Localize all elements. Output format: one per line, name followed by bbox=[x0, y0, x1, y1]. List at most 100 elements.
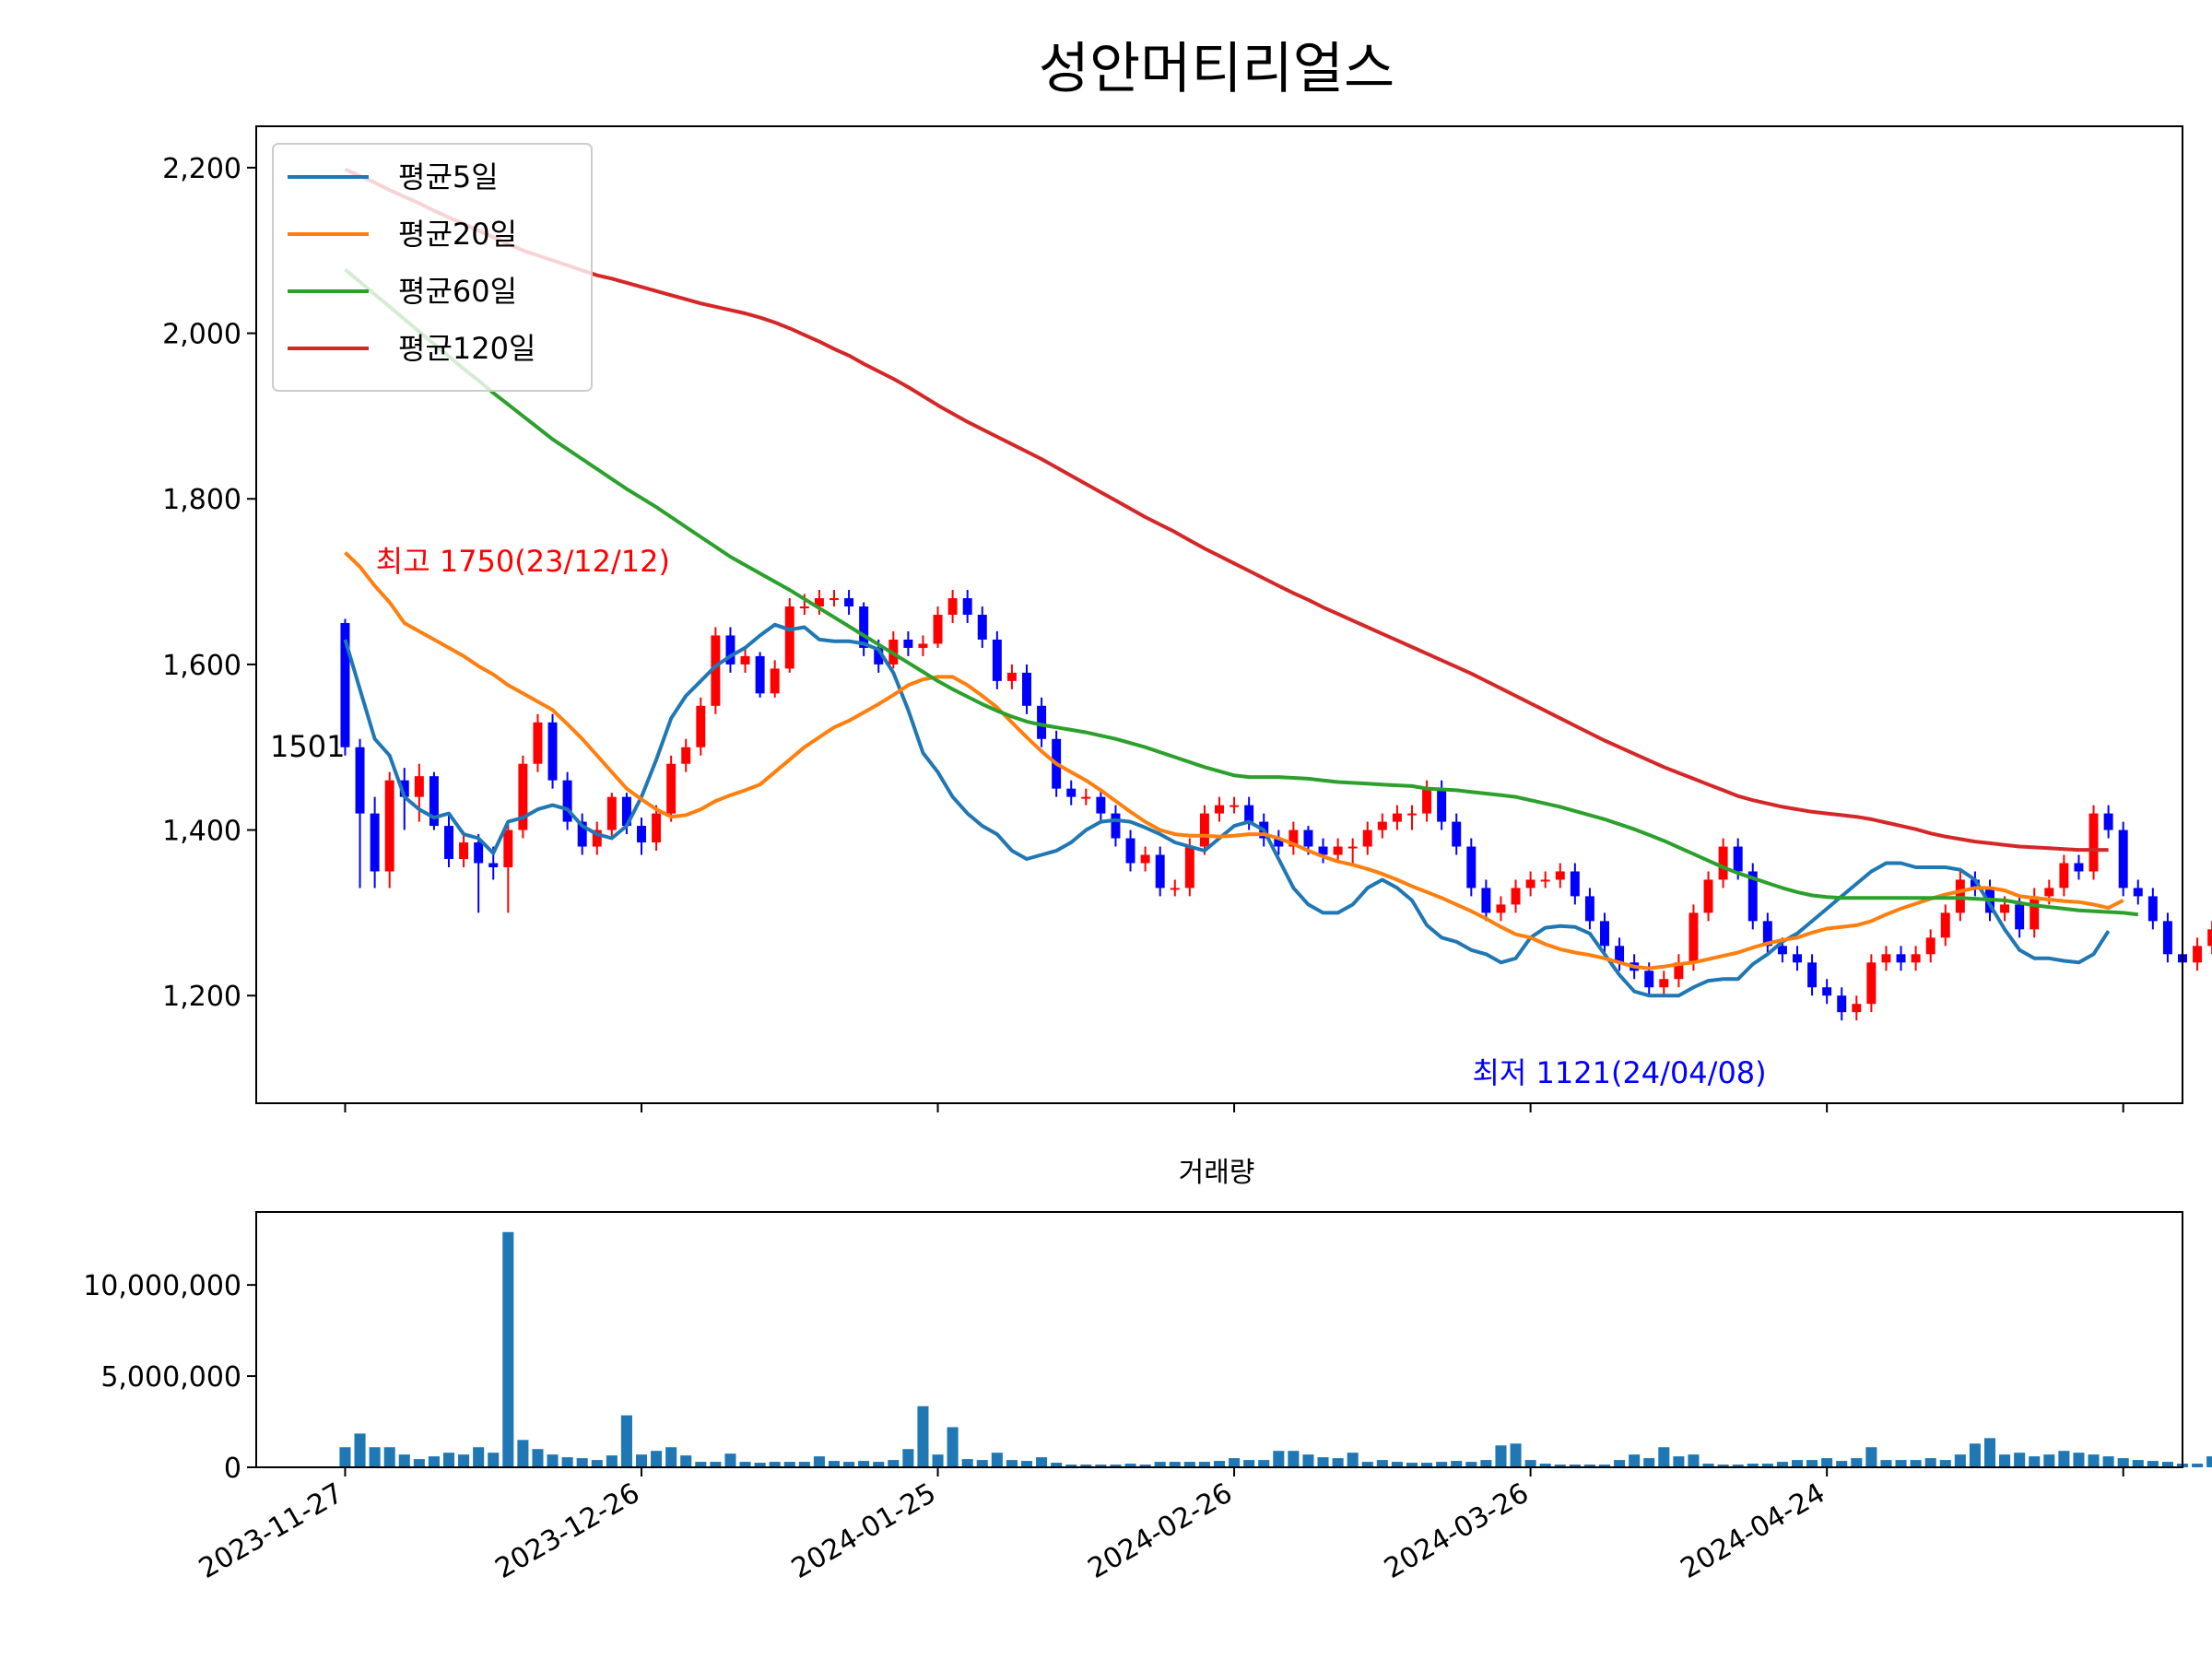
candle-body bbox=[488, 863, 499, 867]
volume-bar bbox=[710, 1462, 722, 1467]
candle-body bbox=[577, 821, 587, 847]
volume-bar bbox=[798, 1462, 810, 1467]
volume-bar bbox=[739, 1462, 751, 1467]
volume-bar bbox=[1169, 1462, 1181, 1467]
volume-bar bbox=[2192, 1464, 2204, 1467]
volume-bar bbox=[1020, 1461, 1033, 1467]
candle-body bbox=[414, 776, 424, 797]
volume-bar bbox=[1465, 1462, 1477, 1467]
volume-bar bbox=[873, 1462, 885, 1467]
candle-body bbox=[1318, 846, 1328, 855]
candle-body bbox=[666, 763, 677, 814]
volume-bar bbox=[1598, 1465, 1611, 1467]
candle-body bbox=[1747, 871, 1758, 922]
candle-body bbox=[444, 826, 453, 859]
candle-body bbox=[621, 796, 631, 827]
volume-bar bbox=[2206, 1456, 2212, 1467]
candle-body bbox=[518, 763, 528, 830]
legend-box bbox=[272, 143, 593, 392]
volume-bar bbox=[502, 1231, 514, 1467]
candle-body bbox=[1615, 946, 1625, 963]
volume-title: 거래량 bbox=[1179, 1157, 1255, 1189]
volume-bar bbox=[1006, 1460, 1018, 1467]
candle-body bbox=[1184, 846, 1194, 888]
volume-bar bbox=[976, 1460, 988, 1467]
candle-body bbox=[1688, 912, 1699, 963]
volume-bar bbox=[1510, 1443, 1522, 1467]
candle-body bbox=[1215, 805, 1224, 814]
candle-body bbox=[1793, 954, 1802, 963]
volume-bar bbox=[1376, 1460, 1388, 1467]
volume-bar bbox=[1539, 1464, 1551, 1467]
candle-body bbox=[1762, 921, 1772, 947]
volume-bar bbox=[591, 1460, 603, 1467]
candle-body bbox=[844, 598, 854, 607]
candle-body bbox=[1703, 879, 1713, 913]
first-price-label: 1501 bbox=[270, 729, 345, 764]
volume-bar bbox=[1999, 1454, 2011, 1467]
candle-body bbox=[784, 606, 794, 669]
candle-body bbox=[340, 622, 350, 747]
volume-bar bbox=[1302, 1454, 1314, 1467]
candle-body bbox=[384, 780, 394, 872]
volume-bar bbox=[369, 1447, 381, 1467]
candle-body bbox=[1644, 971, 1654, 988]
volume-bar bbox=[1332, 1458, 1344, 1467]
candle-body bbox=[2147, 896, 2158, 922]
candle-body bbox=[1288, 830, 1299, 847]
candle-body bbox=[1659, 979, 1669, 988]
candle-body bbox=[1555, 871, 1565, 880]
y-tick-label: 2,000 bbox=[162, 319, 241, 351]
candle-body bbox=[1347, 846, 1358, 849]
low-annotation: 최저 1121(24/04/08) bbox=[1472, 1055, 1766, 1090]
price-plot-frame bbox=[255, 125, 2183, 1104]
volume-bar bbox=[724, 1453, 736, 1467]
volume-bar bbox=[339, 1447, 351, 1467]
volume-bar bbox=[2161, 1462, 2173, 1467]
volume-bar bbox=[413, 1459, 425, 1467]
candle-body bbox=[696, 705, 706, 747]
candle-body bbox=[2044, 888, 2054, 897]
volume-bar bbox=[783, 1462, 795, 1467]
volume-bar bbox=[1629, 1454, 1641, 1467]
candle-body bbox=[1496, 904, 1506, 913]
candle-body bbox=[1481, 888, 1491, 913]
candle-body bbox=[474, 842, 484, 864]
candle-body bbox=[1866, 962, 1877, 1005]
volume-bar bbox=[576, 1458, 588, 1467]
price-x-axis-ticks bbox=[344, 1103, 2124, 1112]
volume-bar bbox=[1095, 1465, 1107, 1467]
volume-bar bbox=[2147, 1461, 2159, 1467]
series-line bbox=[343, 622, 2111, 998]
volume-y-tick-label: 10,000,000 bbox=[83, 1270, 241, 1302]
y-tick-label: 1,600 bbox=[162, 650, 241, 682]
candle-body bbox=[814, 598, 824, 607]
y-tick-label: 2,200 bbox=[162, 153, 241, 185]
candle-body bbox=[740, 655, 750, 665]
volume-bar bbox=[1317, 1457, 1329, 1467]
candle-body bbox=[2133, 888, 2143, 897]
volume-bar bbox=[561, 1457, 573, 1467]
volume-bar bbox=[1436, 1462, 1448, 1467]
volume-bar bbox=[1406, 1463, 1418, 1467]
candle-body bbox=[1422, 788, 1432, 814]
volume-bar bbox=[2043, 1454, 2055, 1467]
candle-body bbox=[1881, 954, 1891, 963]
candle-body bbox=[1140, 854, 1150, 864]
volume-plot-frame bbox=[255, 1211, 2183, 1468]
candle-body bbox=[592, 830, 602, 847]
candle-body bbox=[1600, 921, 1609, 947]
chart-title: 성안머티리얼스 bbox=[1039, 37, 1394, 101]
volume-bar bbox=[1065, 1465, 1077, 1467]
volume-bar bbox=[754, 1463, 766, 1467]
volume-bar bbox=[1229, 1458, 1241, 1467]
volume-bar bbox=[1747, 1464, 1759, 1467]
candle-body bbox=[1584, 896, 1594, 922]
candle-body bbox=[652, 813, 662, 843]
candle-body bbox=[2088, 813, 2099, 872]
volume-bar bbox=[442, 1453, 455, 1467]
candle-body bbox=[355, 747, 365, 814]
volume-bar bbox=[398, 1454, 410, 1467]
candle-body bbox=[874, 647, 884, 665]
volume-bar bbox=[635, 1454, 648, 1467]
